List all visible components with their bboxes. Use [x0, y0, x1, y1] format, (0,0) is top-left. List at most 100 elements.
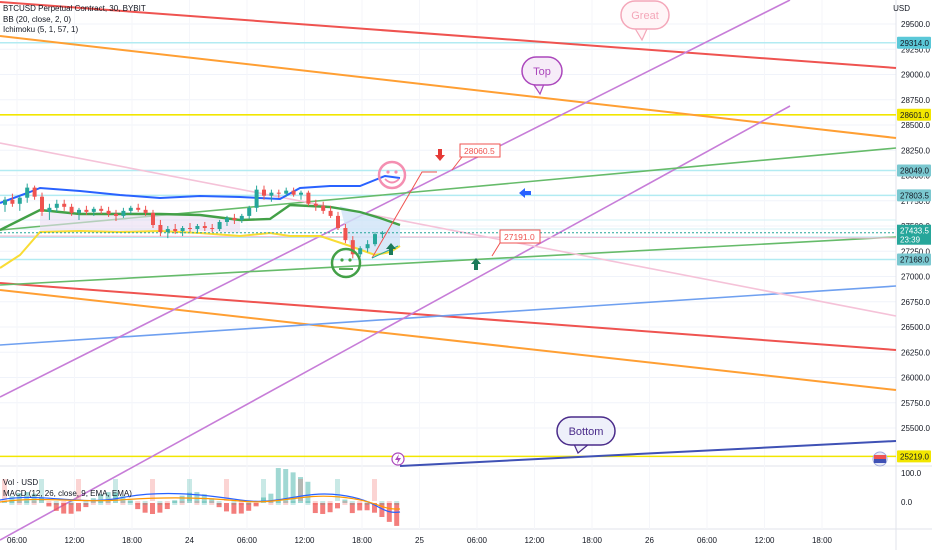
candle-body[interactable] [358, 248, 363, 255]
candle-body[interactable] [210, 228, 215, 230]
volume-bar[interactable] [142, 501, 148, 505]
volume-bar[interactable] [31, 501, 37, 505]
smiley-happy-icon[interactable] [377, 160, 407, 190]
trendline-red-upper[interactable] [0, 1, 897, 69]
macd-histogram-bar[interactable] [61, 503, 67, 514]
volume-indicator-label[interactable]: Vol · USD [3, 478, 39, 487]
candle-body[interactable] [106, 210, 111, 214]
trendline-blue[interactable] [0, 285, 897, 346]
volume-bar[interactable] [275, 501, 281, 505]
trendline-red-lower[interactable] [0, 282, 897, 351]
volume-bar[interactable] [98, 501, 104, 505]
macd-histogram-bar[interactable] [194, 492, 200, 503]
macd-histogram-bar[interactable] [179, 495, 185, 503]
candle-body[interactable] [32, 187, 37, 197]
candle-body[interactable] [62, 203, 67, 207]
volume-bar[interactable] [120, 501, 126, 505]
volume-bar[interactable] [76, 479, 81, 501]
current-price-badge[interactable] [897, 224, 931, 245]
target-high-box[interactable] [459, 143, 501, 158]
macd-histogram-bar[interactable] [83, 503, 89, 508]
volume-bar[interactable] [179, 501, 185, 505]
candle-body[interactable] [195, 226, 200, 230]
volume-bar[interactable] [39, 479, 44, 501]
volume-bar[interactable] [312, 501, 318, 505]
symbol-title[interactable]: BTCUSD Perpetual Contract, 30, BYBIT [3, 4, 146, 13]
macd-histogram-bar[interactable] [238, 503, 244, 514]
candle-body[interactable] [380, 232, 385, 235]
macd-histogram-bar[interactable] [379, 503, 385, 517]
bottom-callout[interactable] [556, 416, 616, 446]
macd-histogram-bar[interactable] [209, 498, 215, 503]
trendline-pink-upper[interactable] [0, 142, 897, 317]
volume-bar[interactable] [372, 479, 377, 501]
candle-body[interactable] [284, 190, 289, 194]
candle-body[interactable] [328, 210, 333, 216]
macd-histogram-bar[interactable] [246, 503, 252, 511]
volume-bar[interactable] [224, 479, 229, 501]
volume-bar[interactable] [135, 501, 141, 505]
volume-bar[interactable] [16, 501, 22, 505]
candle-body[interactable] [239, 215, 244, 220]
macd-histogram-bar[interactable] [327, 503, 333, 513]
top-callout[interactable] [521, 56, 563, 86]
candle-body[interactable] [114, 213, 118, 216]
volume-bar[interactable] [342, 501, 348, 505]
candle-body[interactable] [77, 209, 81, 213]
volume-bar[interactable] [9, 501, 15, 505]
candle-body[interactable] [128, 207, 133, 211]
volume-bar[interactable] [127, 501, 133, 505]
volume-bar[interactable] [305, 501, 311, 505]
volume-bar[interactable] [335, 479, 340, 501]
price-badge[interactable] [897, 108, 931, 121]
volume-bar[interactable] [298, 479, 303, 501]
volume-bar[interactable] [290, 501, 296, 505]
volume-bar[interactable] [394, 501, 400, 505]
macd-indicator-label[interactable]: MACD (12, 26, close, 9, EMA, EMA) [3, 488, 132, 498]
candle-body[interactable] [25, 187, 30, 198]
candle-body[interactable] [306, 192, 311, 204]
candle-body[interactable] [40, 196, 44, 212]
candle-body[interactable] [17, 197, 22, 204]
volume-bar[interactable] [46, 501, 52, 505]
candle-body[interactable] [121, 210, 126, 216]
volume-bar[interactable] [238, 501, 244, 505]
macd-histogram-bar[interactable] [142, 503, 148, 513]
macd-histogram-bar[interactable] [349, 503, 355, 514]
price-badge[interactable] [897, 450, 931, 463]
candle-body[interactable] [136, 207, 141, 210]
candle-body[interactable] [247, 207, 252, 216]
volume-bar[interactable] [90, 501, 96, 505]
macd-histogram-bar[interactable] [76, 503, 81, 512]
macd-histogram-bar[interactable] [53, 503, 59, 511]
macd-histogram-bar[interactable] [335, 503, 340, 509]
macd-histogram-bar[interactable] [135, 503, 141, 510]
candle-body[interactable] [165, 229, 170, 233]
volume-bar[interactable] [216, 501, 222, 505]
candle-body[interactable] [299, 192, 303, 195]
candle-body[interactable] [143, 209, 148, 213]
macd-histogram-bar[interactable] [98, 494, 104, 503]
volume-bar[interactable] [187, 479, 192, 501]
macd-histogram-bar[interactable] [283, 469, 289, 503]
target-low-box[interactable] [499, 229, 541, 244]
candle-body[interactable] [202, 226, 207, 229]
candle-body[interactable] [158, 224, 163, 233]
volume-bar[interactable] [320, 501, 326, 505]
candle-body[interactable] [99, 208, 104, 211]
macd-histogram-bar[interactable] [364, 503, 370, 511]
macd-histogram-bar[interactable] [253, 503, 259, 507]
volume-bar[interactable] [172, 501, 178, 505]
macd-histogram-bar[interactable] [320, 503, 326, 514]
candle-body[interactable] [321, 205, 326, 211]
arrow-left-icon[interactable] [519, 188, 531, 198]
macd-histogram-bar[interactable] [275, 468, 281, 503]
volume-bar[interactable] [61, 501, 67, 505]
macd-histogram-bar[interactable] [9, 496, 15, 503]
volume-bar[interactable] [246, 501, 252, 505]
candle-body[interactable] [291, 190, 296, 195]
candle-body[interactable] [69, 206, 74, 213]
candle-body[interactable] [47, 207, 52, 212]
macd-histogram-bar[interactable] [305, 481, 311, 503]
